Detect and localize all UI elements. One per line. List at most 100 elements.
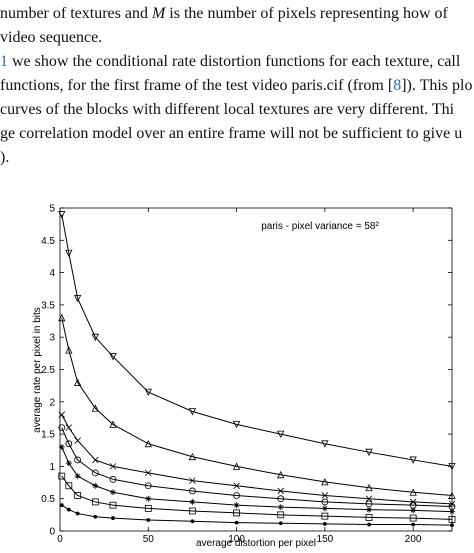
marker — [448, 463, 456, 471]
y-tick-label: 0.5 — [41, 494, 55, 505]
marker — [109, 463, 117, 470]
marker — [144, 482, 152, 490]
marker — [65, 346, 73, 354]
marker — [189, 507, 196, 515]
marker — [365, 495, 373, 502]
chart-title: paris - pixel variance = 58² — [261, 221, 379, 232]
text-segment: is the number of pixels representing how… — [165, 5, 448, 22]
marker — [278, 521, 283, 526]
x-tick-label: 150 — [317, 534, 334, 545]
marker — [277, 430, 285, 438]
text-line: number of textures and M is the number o… — [0, 5, 449, 22]
marker — [365, 514, 373, 521]
series-line — [61, 427, 453, 507]
marker — [109, 353, 117, 361]
y-tick-label: 3.5 — [41, 300, 55, 311]
marker — [233, 502, 240, 509]
marker — [366, 506, 373, 513]
marker — [234, 520, 239, 525]
marker — [75, 511, 80, 516]
marker — [409, 514, 417, 522]
marker — [91, 469, 99, 477]
marker — [92, 456, 99, 464]
marker — [232, 462, 241, 470]
series-line — [61, 475, 453, 520]
y-tick-label: 2 — [49, 397, 55, 408]
marker — [144, 388, 152, 397]
marker — [111, 516, 115, 520]
marker — [321, 512, 329, 520]
marker — [65, 424, 73, 431]
marker — [109, 475, 117, 483]
x-tick-label: 100 — [228, 534, 245, 545]
marker — [409, 456, 417, 464]
text-segment: we show the conditional rate distortion … — [8, 53, 461, 70]
marker — [65, 440, 73, 448]
marker — [188, 452, 197, 461]
marker — [277, 487, 285, 495]
marker — [144, 504, 152, 512]
marker — [145, 495, 152, 502]
text-segment: video sequence. — [0, 29, 102, 46]
marker — [190, 519, 195, 524]
plot-frame — [59, 207, 453, 532]
text-line: curves of the blocks with different loca… — [0, 101, 455, 118]
marker — [367, 522, 371, 527]
marker — [233, 492, 240, 499]
marker — [65, 249, 73, 258]
marker — [321, 505, 328, 512]
marker — [321, 492, 329, 499]
marker — [91, 404, 99, 412]
series-line — [61, 504, 453, 526]
marker — [91, 333, 99, 342]
marker — [144, 439, 152, 448]
text-segment: functions, for the first frame of the te… — [0, 77, 393, 94]
marker — [109, 501, 117, 509]
marker — [321, 498, 329, 506]
x-tick-label: 0 — [57, 534, 63, 545]
marker — [448, 500, 456, 508]
marker — [92, 482, 99, 489]
marker — [188, 408, 197, 416]
marker — [189, 498, 196, 505]
marker — [277, 495, 285, 503]
marker — [189, 487, 196, 495]
x-tick-label: 50 — [143, 534, 155, 545]
y-tick-label: 3 — [49, 333, 55, 344]
marker — [65, 482, 73, 490]
text-segment: ]). This plo — [401, 77, 472, 94]
y-tick-label: 1 — [49, 462, 55, 473]
marker — [189, 477, 196, 484]
marker — [411, 522, 416, 527]
marker — [109, 420, 117, 428]
marker — [365, 483, 373, 492]
marker — [365, 448, 373, 457]
x-tick-label: 200 — [405, 534, 422, 545]
marker — [321, 478, 329, 486]
marker — [58, 313, 66, 322]
marker — [65, 460, 72, 467]
y-tick-label: 5 — [49, 204, 55, 215]
y-axis-label: average rate per pixel in bits — [32, 307, 43, 433]
text-line: ge correlation model over an entire fram… — [0, 125, 462, 142]
marker — [58, 424, 66, 432]
marker — [233, 509, 240, 517]
marker — [277, 511, 285, 519]
marker — [233, 482, 240, 490]
marker — [232, 421, 241, 429]
marker — [450, 523, 454, 528]
y-tick-label: 4 — [49, 268, 55, 279]
marker — [449, 508, 455, 515]
marker — [74, 456, 82, 464]
marker — [410, 507, 417, 514]
marker — [277, 470, 285, 479]
y-tick-label: 4.5 — [41, 236, 55, 247]
paragraph: number of textures and M is the number o… — [0, 5, 472, 166]
marker — [277, 504, 284, 511]
marker — [321, 440, 329, 448]
text-segment: curves of the blocks with different loca… — [0, 101, 455, 118]
y-tick-label: 2.5 — [41, 365, 55, 376]
marker — [91, 498, 99, 506]
marker — [448, 515, 456, 523]
